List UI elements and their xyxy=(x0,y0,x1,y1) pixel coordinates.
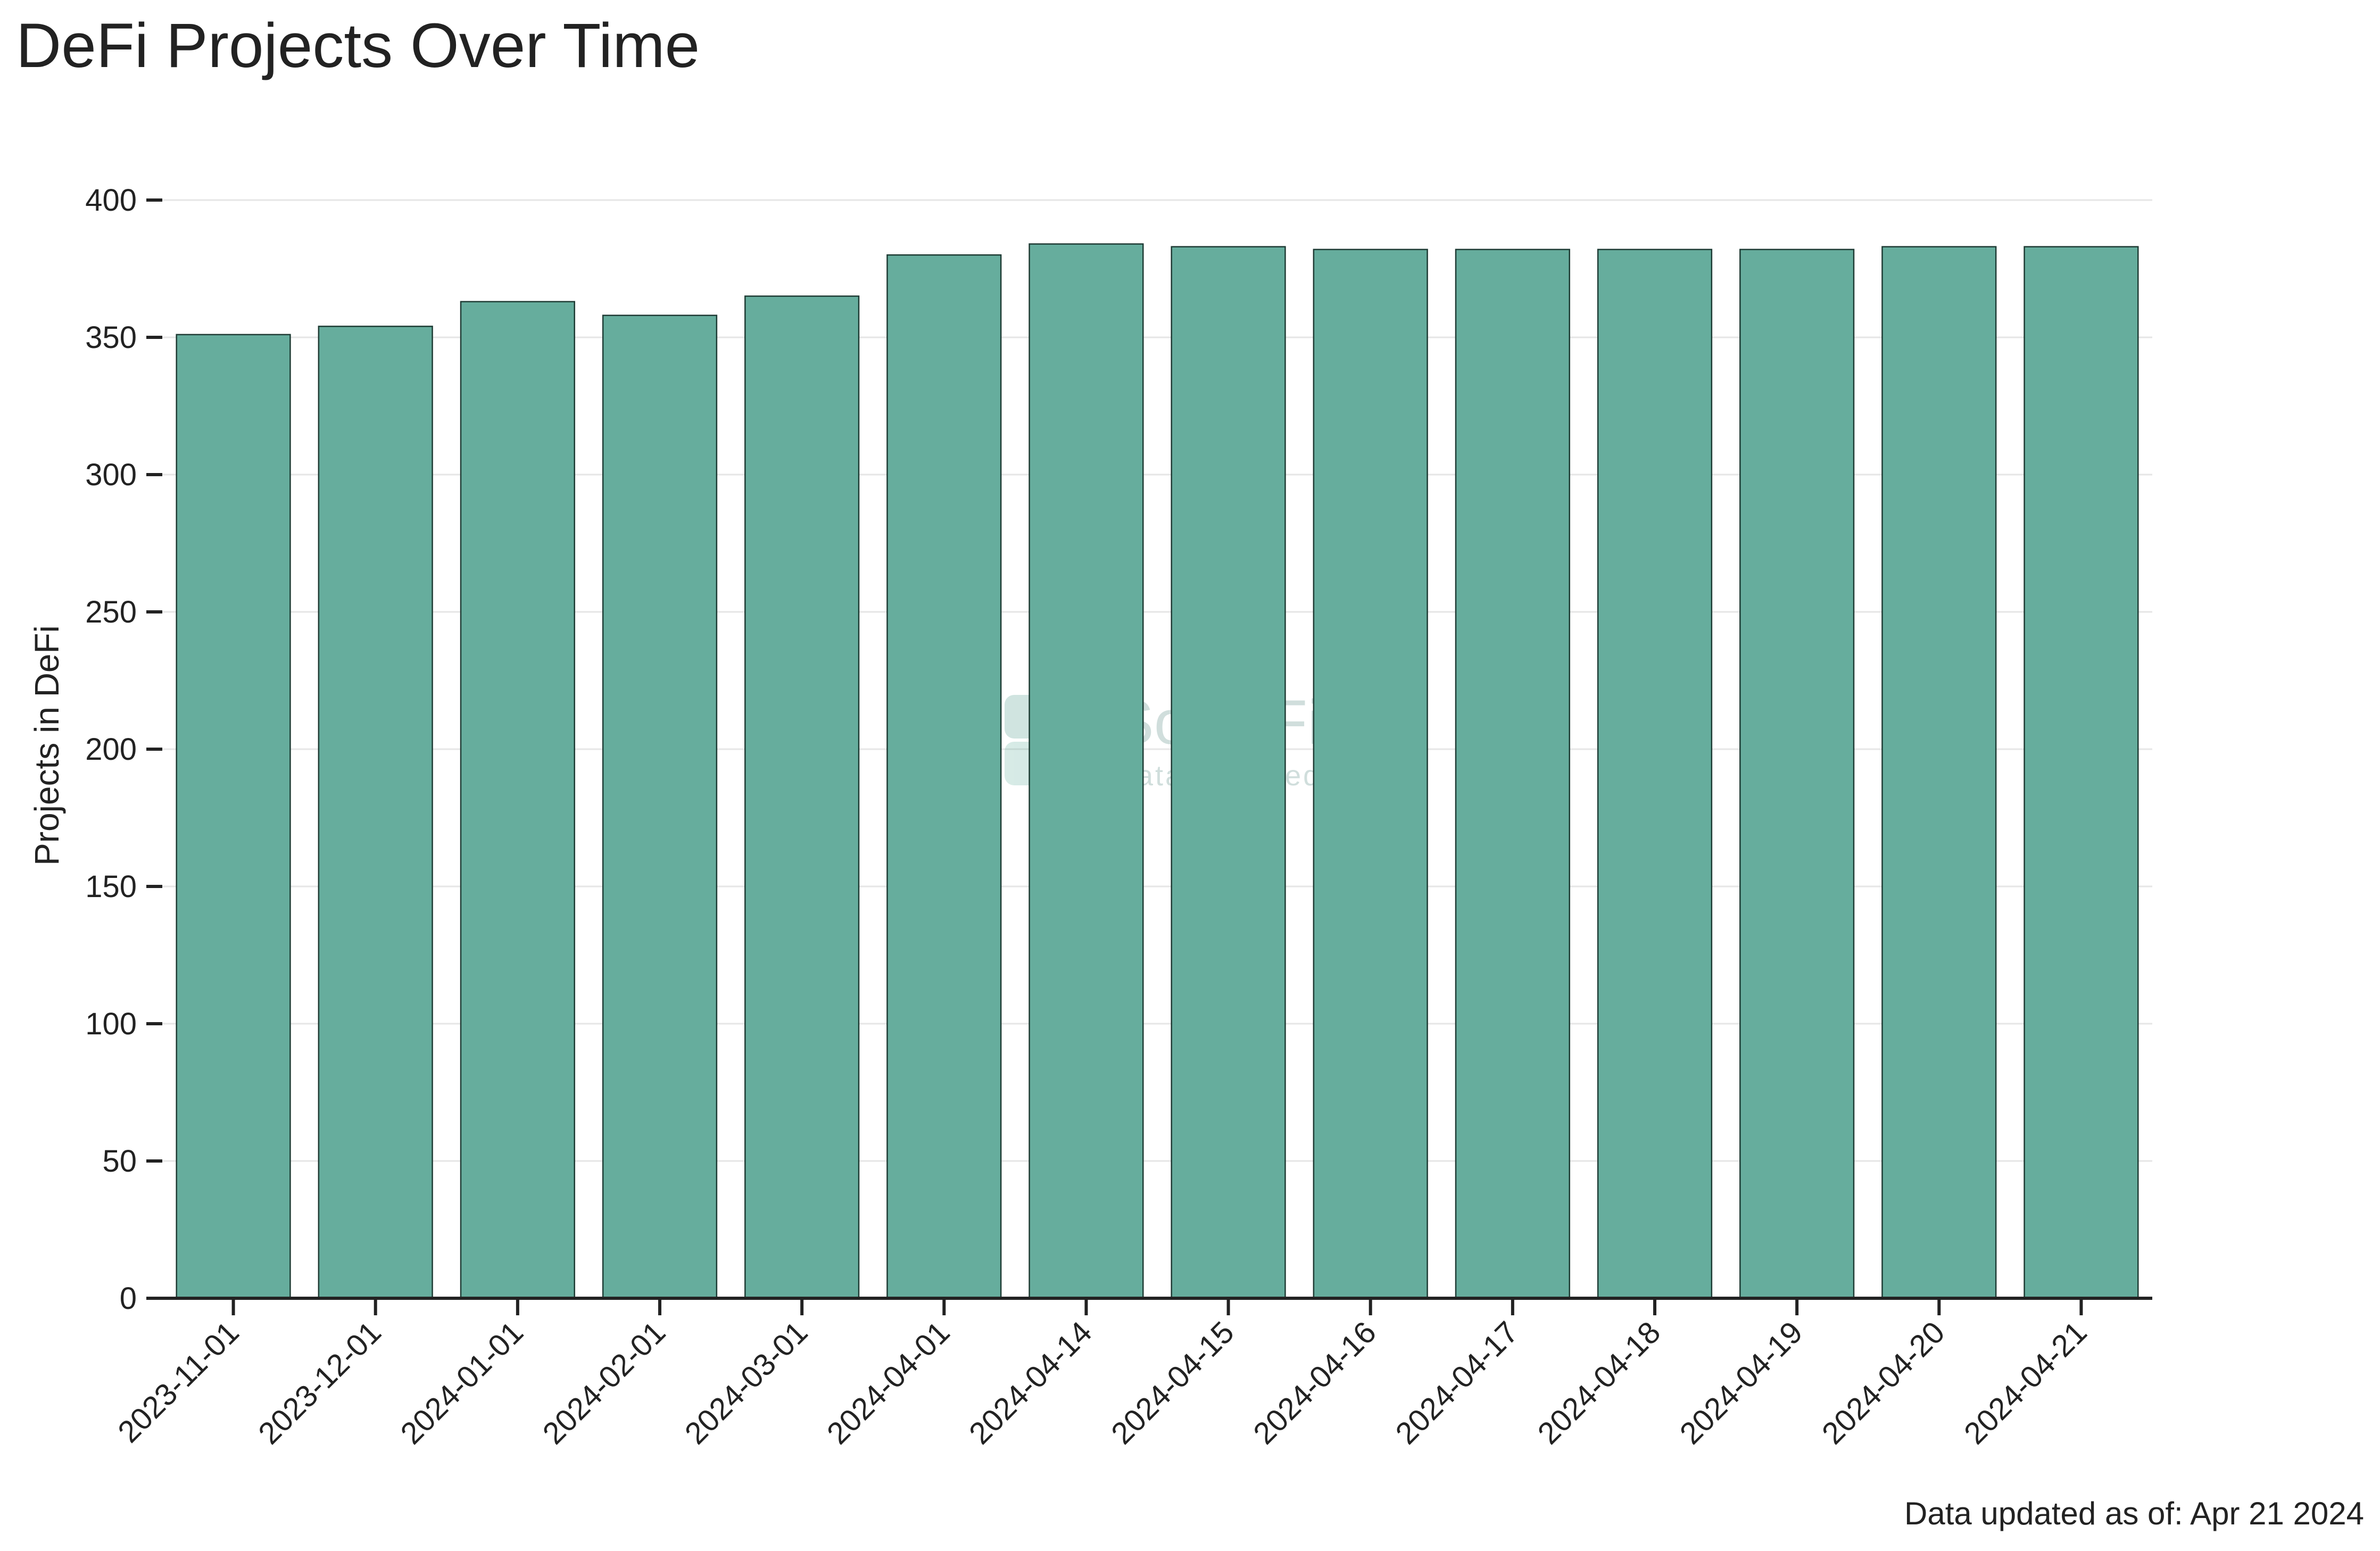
bars xyxy=(176,243,2139,1299)
bar xyxy=(1313,248,1428,1299)
bar xyxy=(1171,246,1286,1299)
chart-title: DeFi Projects Over Time xyxy=(16,11,700,81)
x-tick-label: 2024-04-15 xyxy=(1105,1315,1241,1451)
bar xyxy=(460,301,575,1299)
y-tick-label: 300 xyxy=(85,458,137,492)
bar xyxy=(1029,243,1144,1299)
x-tick-label: 2024-04-18 xyxy=(1531,1315,1667,1451)
x-tick-label: 2024-04-17 xyxy=(1389,1315,1525,1451)
bar xyxy=(886,254,1002,1299)
y-tick-label: 250 xyxy=(85,595,137,629)
x-tick-label: 2024-04-16 xyxy=(1247,1315,1383,1451)
y-tick-label: 50 xyxy=(102,1144,137,1179)
y-tick-label: 200 xyxy=(85,732,137,767)
x-tick-label: 2023-11-01 xyxy=(111,1315,246,1449)
y-tick-label: 0 xyxy=(120,1281,137,1316)
x-tick-label: 2024-04-14 xyxy=(963,1315,1099,1451)
bar xyxy=(2024,246,2139,1299)
y-tick-label: 400 xyxy=(85,183,137,218)
x-tick-label: 2023-12-01 xyxy=(252,1315,388,1451)
bar xyxy=(1739,248,1855,1299)
bar xyxy=(1455,248,1570,1299)
data-updated-note: Data updated as of: Apr 21 2024 xyxy=(1904,1496,2364,1531)
bar xyxy=(1881,246,1997,1299)
y-tick-label: 100 xyxy=(85,1007,137,1041)
bar xyxy=(1597,248,1713,1299)
x-tick-label: 2024-03-01 xyxy=(678,1315,815,1451)
x-tick-label: 2024-04-01 xyxy=(820,1315,957,1451)
bar xyxy=(318,326,433,1299)
bar xyxy=(744,295,860,1299)
x-tick-label: 2024-04-21 xyxy=(1958,1315,2094,1451)
x-tick-label: 2024-04-20 xyxy=(1815,1315,1952,1451)
y-axis-title: Projects in DeFi xyxy=(28,625,66,866)
y-tick-label: 150 xyxy=(85,869,137,904)
x-tick-label: 2024-04-19 xyxy=(1673,1315,1810,1451)
bar xyxy=(602,314,718,1299)
x-tick-label: 2024-01-01 xyxy=(394,1315,530,1451)
x-tick-label: 2024-02-01 xyxy=(536,1315,672,1451)
bar xyxy=(176,334,291,1299)
y-tick-label: 350 xyxy=(85,320,137,355)
